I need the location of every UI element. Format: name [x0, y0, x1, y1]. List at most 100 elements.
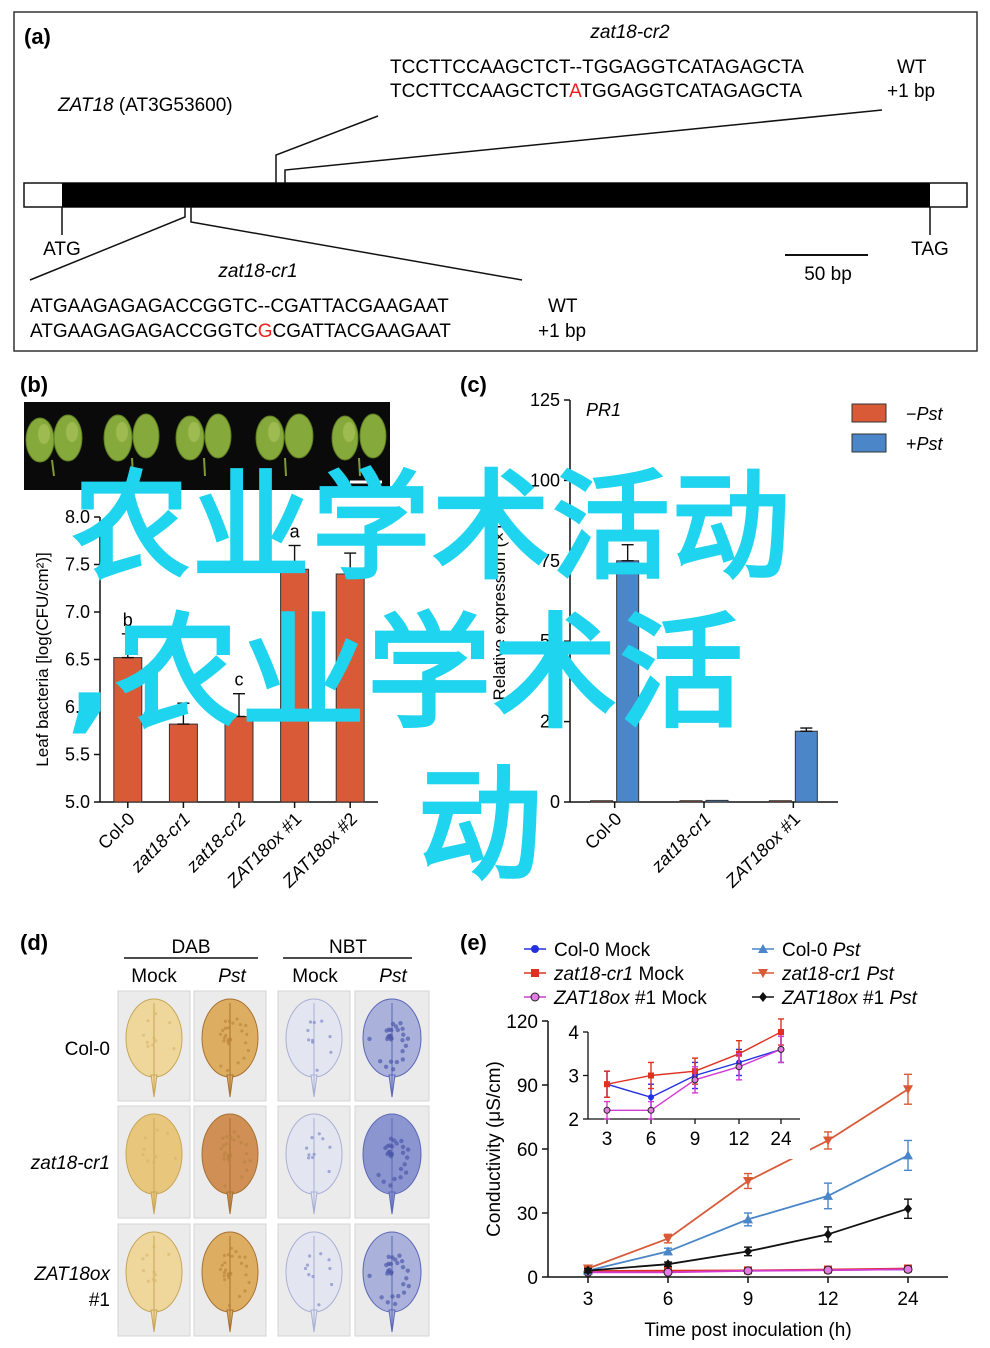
stain-speckle: [376, 1172, 381, 1178]
stain-speckle: [223, 1151, 227, 1155]
stain-speckle: [222, 1270, 227, 1275]
c-y-tick-label: 75: [540, 551, 560, 571]
stain-speckle: [393, 1024, 399, 1029]
stain-speckle: [152, 1036, 156, 1040]
stain-speckle: [405, 1155, 410, 1160]
e-inset-backdrop: [558, 1022, 810, 1159]
stain-speckle: [222, 1039, 226, 1043]
stain-speckle: [146, 1044, 150, 1048]
e-inset-point: [647, 1106, 655, 1114]
e-legend-marker: [531, 969, 539, 977]
group-nbt: NBT: [329, 937, 367, 958]
e-inset-y-tick-label: 4: [568, 1023, 579, 1044]
gene-cds: [62, 183, 930, 207]
stain-speckle: [317, 1303, 321, 1307]
stain-speckle: [152, 1245, 156, 1249]
b-letter: b: [123, 610, 133, 630]
e-point: [903, 1264, 913, 1274]
e-legend-italic: Pst: [866, 964, 894, 985]
e-legend-italic: zat18-cr1: [553, 964, 633, 985]
stain-speckle: [218, 1267, 223, 1271]
stain-speckle: [321, 1137, 325, 1141]
e-point: [743, 1266, 753, 1276]
panel-c: (c) 0 25 50 75 100 125 PR1 Col-0 zat18-cr1 ZAT18o…: [460, 372, 944, 892]
seedling-photo: [24, 402, 390, 490]
stain-speckle: [234, 1250, 238, 1254]
stain-speckle: [222, 1154, 226, 1158]
c-legend-swatch: [851, 403, 887, 423]
stain-speckle: [219, 1147, 223, 1151]
chart-c: 0 25 50 75 100 125 PR1 Col-0 zat18-cr1 ZAT18ox #1…: [490, 390, 944, 892]
stain-speckle: [307, 1156, 311, 1160]
e-point: [663, 1267, 673, 1277]
stain-speckle: [224, 1268, 228, 1272]
stain-speckle: [239, 1261, 244, 1265]
e-inset-point: [604, 1081, 610, 1088]
b-x-tick-label: zat18-cr1: [126, 809, 194, 877]
stain-speckle: [224, 1142, 228, 1146]
stain-speckle: [173, 1156, 177, 1160]
stain-speckle: [222, 1274, 226, 1278]
stain-speckle: [388, 1059, 394, 1064]
cr1-mut-sequence: ATGAAGAGAGACCGGTCGCGATTACGAAGAAT: [30, 321, 451, 342]
stain-speckle: [367, 1273, 372, 1279]
group-dab: DAB: [171, 937, 210, 958]
stain-speckle: [404, 1276, 409, 1281]
stain-speckle: [242, 1056, 246, 1060]
stain-speckle: [400, 1049, 405, 1054]
stain-speckle: [396, 1293, 401, 1299]
stain-speckle: [154, 1273, 158, 1277]
stain-speckle: [244, 1152, 249, 1156]
stain-speckle: [146, 1159, 150, 1163]
stain-speckle: [236, 1061, 240, 1065]
stain-speckle: [317, 1132, 321, 1136]
cr2-mut-label: +1 bp: [887, 81, 935, 102]
e-inset-y-tick-label: 2: [568, 1110, 579, 1131]
tag-label: TAG: [911, 239, 949, 260]
e-point: [743, 1214, 753, 1224]
stain-speckle: [387, 1267, 392, 1273]
panel-b: (b) 5.05.56.06.57.07.58.: [20, 372, 390, 892]
leaf-cell: [193, 1223, 267, 1337]
c-legend-sign: +: [906, 434, 917, 454]
panel-d: (d) DAB NBT Mock Pst Mock Pst Col-0 zat1…: [20, 930, 430, 1337]
stain-speckle: [405, 1036, 411, 1041]
stain-speckle: [142, 1033, 146, 1037]
stain-speckle: [311, 1274, 315, 1279]
leaf-cell: [117, 990, 191, 1102]
c-y-tick-label: 100: [530, 470, 560, 490]
e-legend-label: ZAT18ox #1 Pst: [781, 988, 918, 1009]
stain-speckle: [219, 1032, 223, 1036]
stain-speckle: [221, 1136, 225, 1140]
b-bar: [113, 657, 143, 803]
stain-speckle: [223, 1184, 227, 1188]
stain-speckle: [238, 1023, 242, 1027]
e-inset-point: [778, 1029, 784, 1035]
e-legend-marker: [531, 945, 539, 953]
stain-speckle: [226, 1253, 230, 1257]
b-y-tick-label: 6.5: [65, 650, 90, 670]
stain-speckle: [329, 1050, 333, 1054]
b-bar: [335, 573, 365, 803]
stain-speckle: [240, 1175, 244, 1179]
stain-speckle: [319, 1252, 323, 1256]
stain-speckle: [400, 1150, 406, 1156]
e-point: [663, 1234, 673, 1244]
e-point: [823, 1265, 833, 1275]
stain-speckle: [244, 1041, 248, 1045]
stain-speckle: [394, 1059, 400, 1065]
e-x-tick-label: 9: [743, 1289, 754, 1310]
stain-speckle: [315, 1068, 319, 1072]
stain-speckle: [145, 1253, 149, 1257]
e-point: [823, 1190, 833, 1200]
stain-speckle: [243, 1255, 247, 1259]
cr1-mut-label: +1 bp: [538, 321, 586, 342]
stain-speckle: [406, 1283, 411, 1289]
col-dab-pst: Pst: [218, 966, 246, 987]
e-x-tick-label: 24: [897, 1289, 919, 1310]
panel-c-label: (c): [460, 372, 487, 397]
col-nbt-pst: Pst: [379, 966, 407, 987]
stain-speckle: [390, 1021, 396, 1027]
e-legend-marker: [758, 944, 768, 953]
stain-speckle: [310, 1038, 315, 1042]
